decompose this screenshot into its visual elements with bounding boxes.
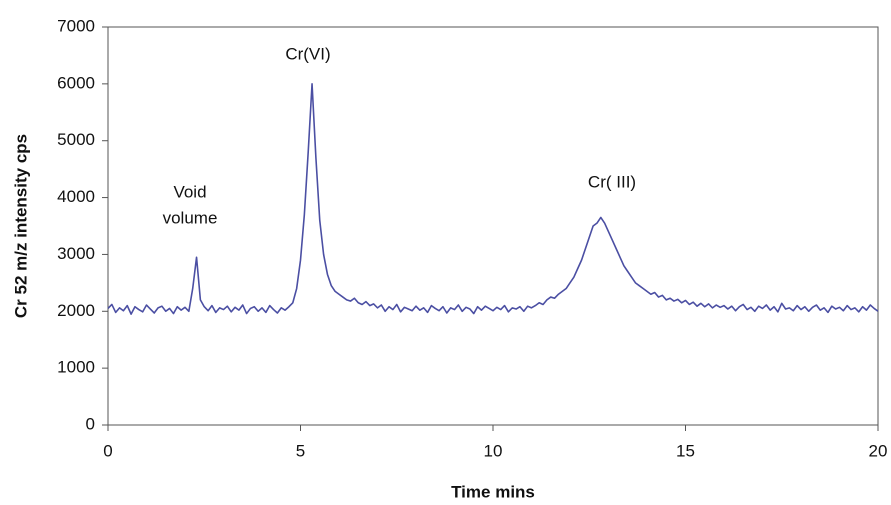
x-tick-label: 15 (676, 441, 695, 460)
y-tick-label: 1000 (57, 358, 95, 377)
x-tick-label: 0 (103, 441, 112, 460)
plot-frame (107, 26, 879, 426)
annotation: Cr( III) (588, 172, 636, 191)
y-tick-label: 3000 (57, 244, 95, 263)
x-tick-label: 10 (484, 441, 503, 460)
y-tick-label: 4000 (57, 187, 95, 206)
y-tick-label: 5000 (57, 130, 95, 149)
x-tick-label: 20 (869, 441, 888, 460)
y-tick-label: 0 (86, 414, 95, 433)
x-axis-title: Time mins (451, 482, 535, 501)
x-tick-label: 5 (296, 441, 305, 460)
y-axis-title: Cr 52 m/z intensity cps (11, 134, 30, 318)
annotation: Cr(VI) (285, 44, 330, 63)
annotation: Void (173, 182, 206, 201)
y-tick-label: 2000 (57, 301, 95, 320)
y-tick-label: 7000 (57, 16, 95, 35)
y-tick-label: 6000 (57, 73, 95, 92)
annotation: volume (163, 208, 218, 227)
data-line (107, 83, 879, 315)
